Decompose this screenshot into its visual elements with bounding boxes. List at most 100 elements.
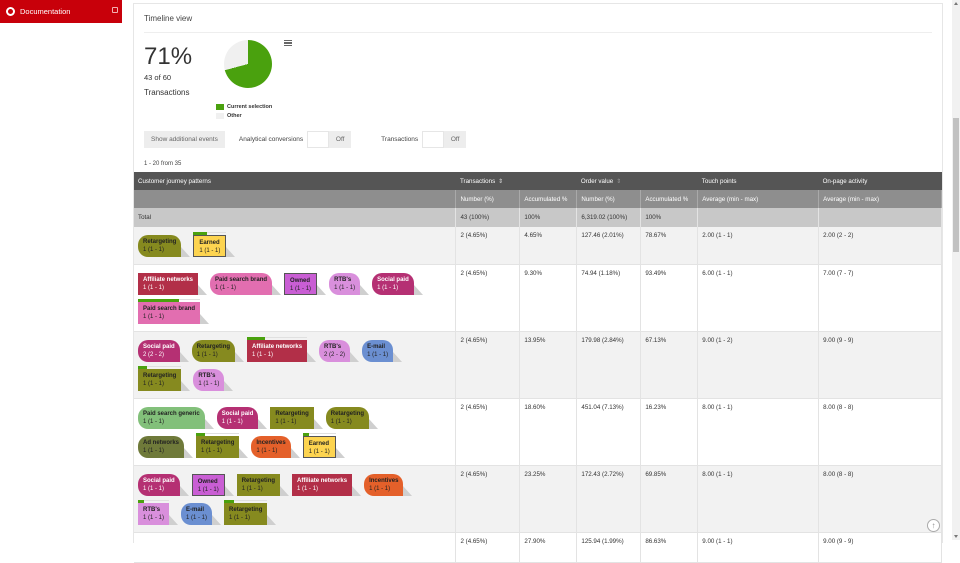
progress-bar <box>193 232 207 235</box>
analytical-conversions-toggle[interactable]: Off <box>307 131 352 148</box>
touchpoint-chip[interactable]: Retargeting 1 (1 - 1) <box>138 365 191 391</box>
touchpoint-chip[interactable]: Paid search brand 1 (1 - 1) <box>210 270 282 295</box>
chip-count: 1 (1 - 1) <box>377 284 399 291</box>
total-label: Total <box>134 208 457 227</box>
subheader-average: Average (min - max) <box>818 190 942 208</box>
subheader-accumulated: Accumulated % <box>640 190 699 208</box>
page-scrollbar[interactable] <box>952 0 960 540</box>
touchpoint-chip[interactable]: Retargeting 1 (1 - 1) <box>236 471 290 496</box>
header-order-value[interactable]: Order value ⇕ <box>576 172 698 190</box>
touchpoint-chip[interactable]: RTB's 1 (1 - 1) <box>193 366 234 391</box>
touchpoint-chip[interactable]: Affiliate networks 1 (1 - 1) <box>292 471 362 496</box>
hamburger-menu-icon[interactable] <box>284 40 292 46</box>
touchpoint-chip[interactable]: Social paid 1 (1 - 1) <box>372 270 423 295</box>
touchpoint-chip[interactable]: Affiliate networks 1 (1 - 1) <box>247 336 317 362</box>
table-row[interactable]: Retargeting 1 (1 - 1) Earned 1 (1 - 1) 2 (4.… <box>134 227 942 265</box>
total-order-value-acc: 100% <box>640 208 699 227</box>
chip-count: 1 (1 - 1) <box>197 486 219 493</box>
sort-icon[interactable]: ⇕ <box>498 178 504 185</box>
cell-tx: 2 (4.65%) <box>455 227 521 265</box>
chip-arrow <box>239 447 249 458</box>
kpi: 71% 43 of 60 Transactions <box>144 44 192 98</box>
table-row[interactable]: Social paid 1 (1 - 1) Owned 1 (1 - 1) Retarg… <box>134 465 942 533</box>
touchpoint-chip[interactable]: RTB's 1 (1 - 1) <box>329 270 370 295</box>
chip-count: 1 (1 - 1) <box>196 351 218 358</box>
sort-icon[interactable]: ⇕ <box>616 178 622 185</box>
chip-channel: Retargeting <box>330 410 365 417</box>
header-label: Transactions <box>459 177 496 185</box>
total-row: Total 43 (100%) 100% 6,319.02 (100%) 100… <box>134 208 942 227</box>
touchpoint-chip[interactable]: Earned 1 (1 - 1) <box>193 232 236 257</box>
card-title: Timeline view <box>144 14 193 23</box>
scrollbar-thumb[interactable] <box>953 118 959 252</box>
touchpoint-chip[interactable]: Retargeting 1 (1 - 1) <box>325 404 379 429</box>
chip-body: Affiliate networks 1 (1 - 1) <box>292 473 353 496</box>
touchpoint-chip[interactable]: Retargeting 1 (1 - 1) <box>191 337 245 362</box>
chip-body: E-mail 1 (1 - 1) <box>181 502 213 525</box>
cell-ov-acc: 86.63% <box>640 532 699 563</box>
chip-count: 1 (1 - 1) <box>198 380 220 387</box>
chip-channel: Paid search generic <box>143 410 200 417</box>
touchpoint-chip[interactable]: E-mail 1 (1 - 1) <box>362 337 403 362</box>
transactions-toggle[interactable]: Off <box>422 131 467 148</box>
legend-other[interactable]: Other <box>216 111 272 120</box>
cell-tp: 6.00 (1 - 1) <box>697 264 820 332</box>
table-row[interactable]: Paid search generic 1 (1 - 1) Social paid 1… <box>134 398 942 466</box>
touchpoint-chip[interactable]: RTB's 1 (1 - 1) <box>138 499 179 525</box>
table-row[interactable]: Social paid 2 (2 - 2) Retargeting 1 (1 - 1)… <box>134 331 942 399</box>
touchpoint-chip[interactable]: Social paid 1 (1 - 1) <box>216 404 268 429</box>
chip-channel: Social paid <box>221 410 254 417</box>
chip-channel: Retargeting <box>143 239 177 245</box>
chip-channel: RTB's <box>324 343 342 350</box>
scroll-up-arrow-icon[interactable] <box>954 2 958 5</box>
touchpoint-chip[interactable]: Paid search generic 1 (1 - 1) <box>138 404 214 429</box>
chip-body: Social paid 1 (1 - 1) <box>138 473 180 496</box>
table-row[interactable]: 2 (4.65%) 27.90% 125.94 (1.99%) 86.63% 9.00 … <box>134 532 942 563</box>
touchpoint-chip[interactable]: Earned 1 (1 - 1) <box>302 432 345 458</box>
cell-tp: 2.00 (1 - 1) <box>697 227 820 265</box>
chip-body: Earned 1 (1 - 1) <box>193 235 227 257</box>
scroll-down-arrow-icon[interactable] <box>954 535 958 538</box>
touchpoint-chip[interactable]: Owned 1 (1 - 1) <box>284 270 327 295</box>
sidebar: Documentation <box>0 0 122 540</box>
subheader-number: Number (%) <box>576 190 642 208</box>
chip-body: Incentives 1 (1 - 1) <box>364 473 404 496</box>
touchpoint-chip[interactable]: Ad networks 1 (1 - 1) <box>138 433 194 458</box>
touchpoint-chip[interactable]: Retargeting 1 (1 - 1) <box>224 499 277 525</box>
chip-arrow <box>307 351 317 362</box>
show-additional-events-button[interactable]: Show additional events <box>144 131 225 148</box>
total-touch-points <box>697 208 820 227</box>
chip-channel: Incentives <box>369 477 399 484</box>
legend-current[interactable]: Current selection <box>216 102 272 111</box>
header-transactions[interactable]: Transactions ⇕ <box>455 172 577 190</box>
touchpoint-chip[interactable]: Retargeting 1 (1 - 1) <box>196 432 249 458</box>
documentation-link[interactable]: Documentation <box>0 0 122 23</box>
progress-bar <box>302 432 310 436</box>
chip-body: Social paid 2 (2 - 2) <box>138 339 180 362</box>
touchpoint-chip[interactable]: Retargeting 1 (1 - 1) <box>270 404 323 429</box>
touchpoint-chip[interactable]: Social paid 2 (2 - 2) <box>138 337 189 362</box>
chip-body: Social paid 1 (1 - 1) <box>372 272 414 295</box>
progress-bar <box>196 432 205 436</box>
touchpoint-chip[interactable]: RTB's 2 (2 - 2) <box>319 337 360 362</box>
touchpoint-chip[interactable]: Retargeting 1 (1 - 1) <box>138 232 191 257</box>
touchpoint-chip[interactable]: Paid search brand 1 (1 - 1) <box>138 298 210 324</box>
touchpoint-chip[interactable]: Social paid 1 (1 - 1) <box>138 471 189 496</box>
touchpoint-chip[interactable]: Affiliate networks 1 (1 - 1) <box>138 270 208 295</box>
touchpoint-chip[interactable]: Owned 1 (1 - 1) <box>191 471 234 496</box>
cell-op: 2.00 (2 - 2) <box>818 227 942 265</box>
chip-body: Retargeting 1 (1 - 1) <box>138 235 182 257</box>
chip-count: 1 (1 - 1) <box>186 514 208 521</box>
touchpoint-chip[interactable]: Incentives 1 (1 - 1) <box>251 433 300 458</box>
chip-body: RTB's 1 (1 - 1) <box>193 368 225 391</box>
cell-tx: 2 (4.65%) <box>455 264 521 332</box>
touchpoint-chip[interactable]: E-mail 1 (1 - 1) <box>181 500 222 525</box>
chip-arrow <box>169 514 179 525</box>
touchpoint-chip[interactable]: Incentives 1 (1 - 1) <box>364 471 413 496</box>
chip-arrow <box>212 514 222 525</box>
table-row[interactable]: Affiliate networks 1 (1 - 1) Paid search b… <box>134 264 942 332</box>
scroll-to-top-button[interactable]: ↑ <box>927 519 940 532</box>
chip-count: 1 (1 - 1) <box>290 285 312 292</box>
chip-body: Paid search brand 1 (1 - 1) <box>210 272 273 295</box>
header-touch-points: Touch points <box>697 172 819 190</box>
